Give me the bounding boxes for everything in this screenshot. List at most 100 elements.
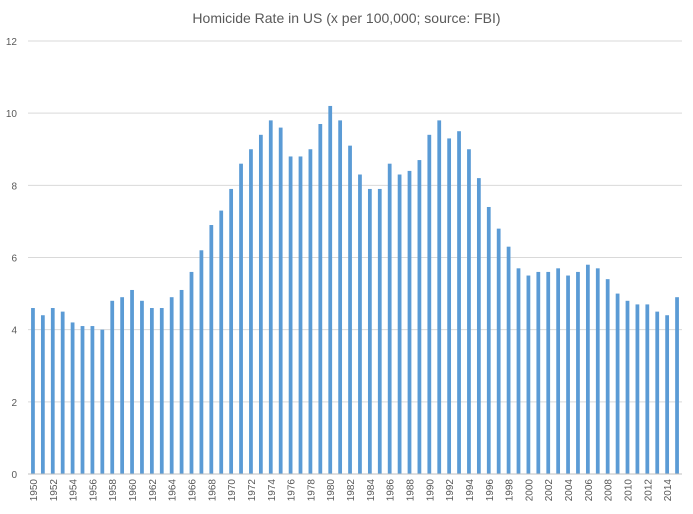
bar-2010 xyxy=(625,300,630,474)
bar-1977 xyxy=(298,156,303,474)
x-tick-label: 1972 xyxy=(247,479,258,502)
bar-1998 xyxy=(506,246,511,474)
x-tick-label: 1996 xyxy=(485,479,496,502)
bar-1995 xyxy=(476,178,481,474)
bar-1967 xyxy=(199,250,204,474)
x-tick-label: 1976 xyxy=(287,479,298,502)
bar-1963 xyxy=(159,308,164,474)
bar-1996 xyxy=(486,206,491,474)
bar-1997 xyxy=(496,228,501,474)
bar-1989 xyxy=(417,160,422,474)
bar-1958 xyxy=(110,300,115,474)
x-tick-label: 1958 xyxy=(108,479,119,502)
bar-2005 xyxy=(576,271,580,474)
y-tick-label: 2 xyxy=(11,398,17,409)
bar-1969 xyxy=(219,210,224,474)
y-tick-label: 8 xyxy=(11,181,17,192)
bar-1990 xyxy=(427,134,432,475)
bar-1964 xyxy=(169,297,174,474)
x-tick-label: 1954 xyxy=(69,479,80,502)
x-tick-label: 1960 xyxy=(128,479,139,502)
x-tick-label: 2010 xyxy=(624,479,635,502)
y-tick-label: 0 xyxy=(11,470,17,481)
bar-1980 xyxy=(328,105,333,474)
x-tick-label: 2004 xyxy=(564,479,575,502)
y-tick-label: 6 xyxy=(11,254,17,265)
bar-1993 xyxy=(457,131,461,475)
bar-1956 xyxy=(90,326,95,474)
bar-1970 xyxy=(229,188,234,475)
bar-1994 xyxy=(467,149,471,474)
bar-2006 xyxy=(585,264,590,474)
bar-1991 xyxy=(437,120,442,474)
bar-1986 xyxy=(387,163,392,474)
bar-1973 xyxy=(258,134,263,475)
bar-1966 xyxy=(189,271,194,474)
bar-1957 xyxy=(100,329,105,474)
bar-1985 xyxy=(377,188,382,475)
bar-1954 xyxy=(70,322,75,474)
bars xyxy=(31,105,679,475)
x-tick-label: 1988 xyxy=(406,479,417,502)
x-tick-label: 1990 xyxy=(425,479,436,502)
bar-2011 xyxy=(635,304,640,474)
chart-title: Homicide Rate in US (x per 100,000; sour… xyxy=(192,10,501,26)
bar-1987 xyxy=(397,174,402,474)
bar-2000 xyxy=(526,275,531,474)
x-tick-label: 1978 xyxy=(306,479,317,502)
bar-1951 xyxy=(40,315,45,474)
x-tick-label: 1964 xyxy=(168,479,179,502)
x-tick-label: 1956 xyxy=(88,479,99,502)
bar-2012 xyxy=(645,304,650,474)
y-tick-label: 4 xyxy=(11,326,17,337)
bar-2007 xyxy=(595,268,600,474)
x-tick-label: 1966 xyxy=(188,479,199,502)
bar-1955 xyxy=(80,326,85,474)
bar-1968 xyxy=(209,225,214,474)
gridlines xyxy=(28,40,682,403)
bar-2001 xyxy=(536,271,541,474)
x-tick-label: 1994 xyxy=(465,479,476,502)
x-tick-label: 1984 xyxy=(366,479,377,502)
y-tick-label: 10 xyxy=(6,109,18,120)
bar-1975 xyxy=(278,127,283,474)
x-tick-label: 1952 xyxy=(49,479,60,502)
bar-2008 xyxy=(605,279,610,474)
bar-2009 xyxy=(615,293,620,474)
bar-1984 xyxy=(367,188,372,475)
x-tick-label: 1998 xyxy=(505,479,516,502)
bar-2002 xyxy=(546,271,551,474)
x-tick-label: 1986 xyxy=(386,479,397,502)
x-tick-label: 1970 xyxy=(227,479,238,502)
y-axis-tick-labels: 0 2 4 6 8 10 12 xyxy=(6,37,18,481)
bar-1971 xyxy=(239,163,243,474)
bar-1974 xyxy=(268,120,273,474)
bar-1972 xyxy=(249,149,253,474)
bar-1953 xyxy=(60,311,65,474)
bar-1982 xyxy=(348,145,352,474)
bar-1961 xyxy=(140,300,144,474)
x-tick-label: 2008 xyxy=(604,479,615,502)
bar-1978 xyxy=(308,149,313,474)
x-tick-label: 1962 xyxy=(148,479,159,502)
y-tick-label: 12 xyxy=(6,37,18,48)
x-tick-label: 1992 xyxy=(445,479,456,502)
bar-1981 xyxy=(338,120,343,474)
bar-1983 xyxy=(358,174,362,474)
bar-1960 xyxy=(130,289,134,474)
x-tick-label: 1968 xyxy=(207,479,218,502)
x-tick-label: 1974 xyxy=(267,479,278,502)
x-tick-label: 2014 xyxy=(663,479,674,502)
x-tick-label: 2002 xyxy=(544,479,555,502)
bar-1959 xyxy=(120,297,125,474)
x-tick-label: 1950 xyxy=(29,479,40,502)
bar-1962 xyxy=(149,308,154,474)
bar-1950 xyxy=(31,308,35,474)
x-tick-label: 2006 xyxy=(584,479,595,502)
bar-2014 xyxy=(665,315,670,474)
bar-2003 xyxy=(556,268,561,474)
bar-1952 xyxy=(50,308,55,474)
x-tick-label: 1980 xyxy=(326,479,337,502)
x-axis-tick-labels: 1950 1952 1954 1956 1958 1960 1962 1964 1966 1968… xyxy=(29,479,674,502)
